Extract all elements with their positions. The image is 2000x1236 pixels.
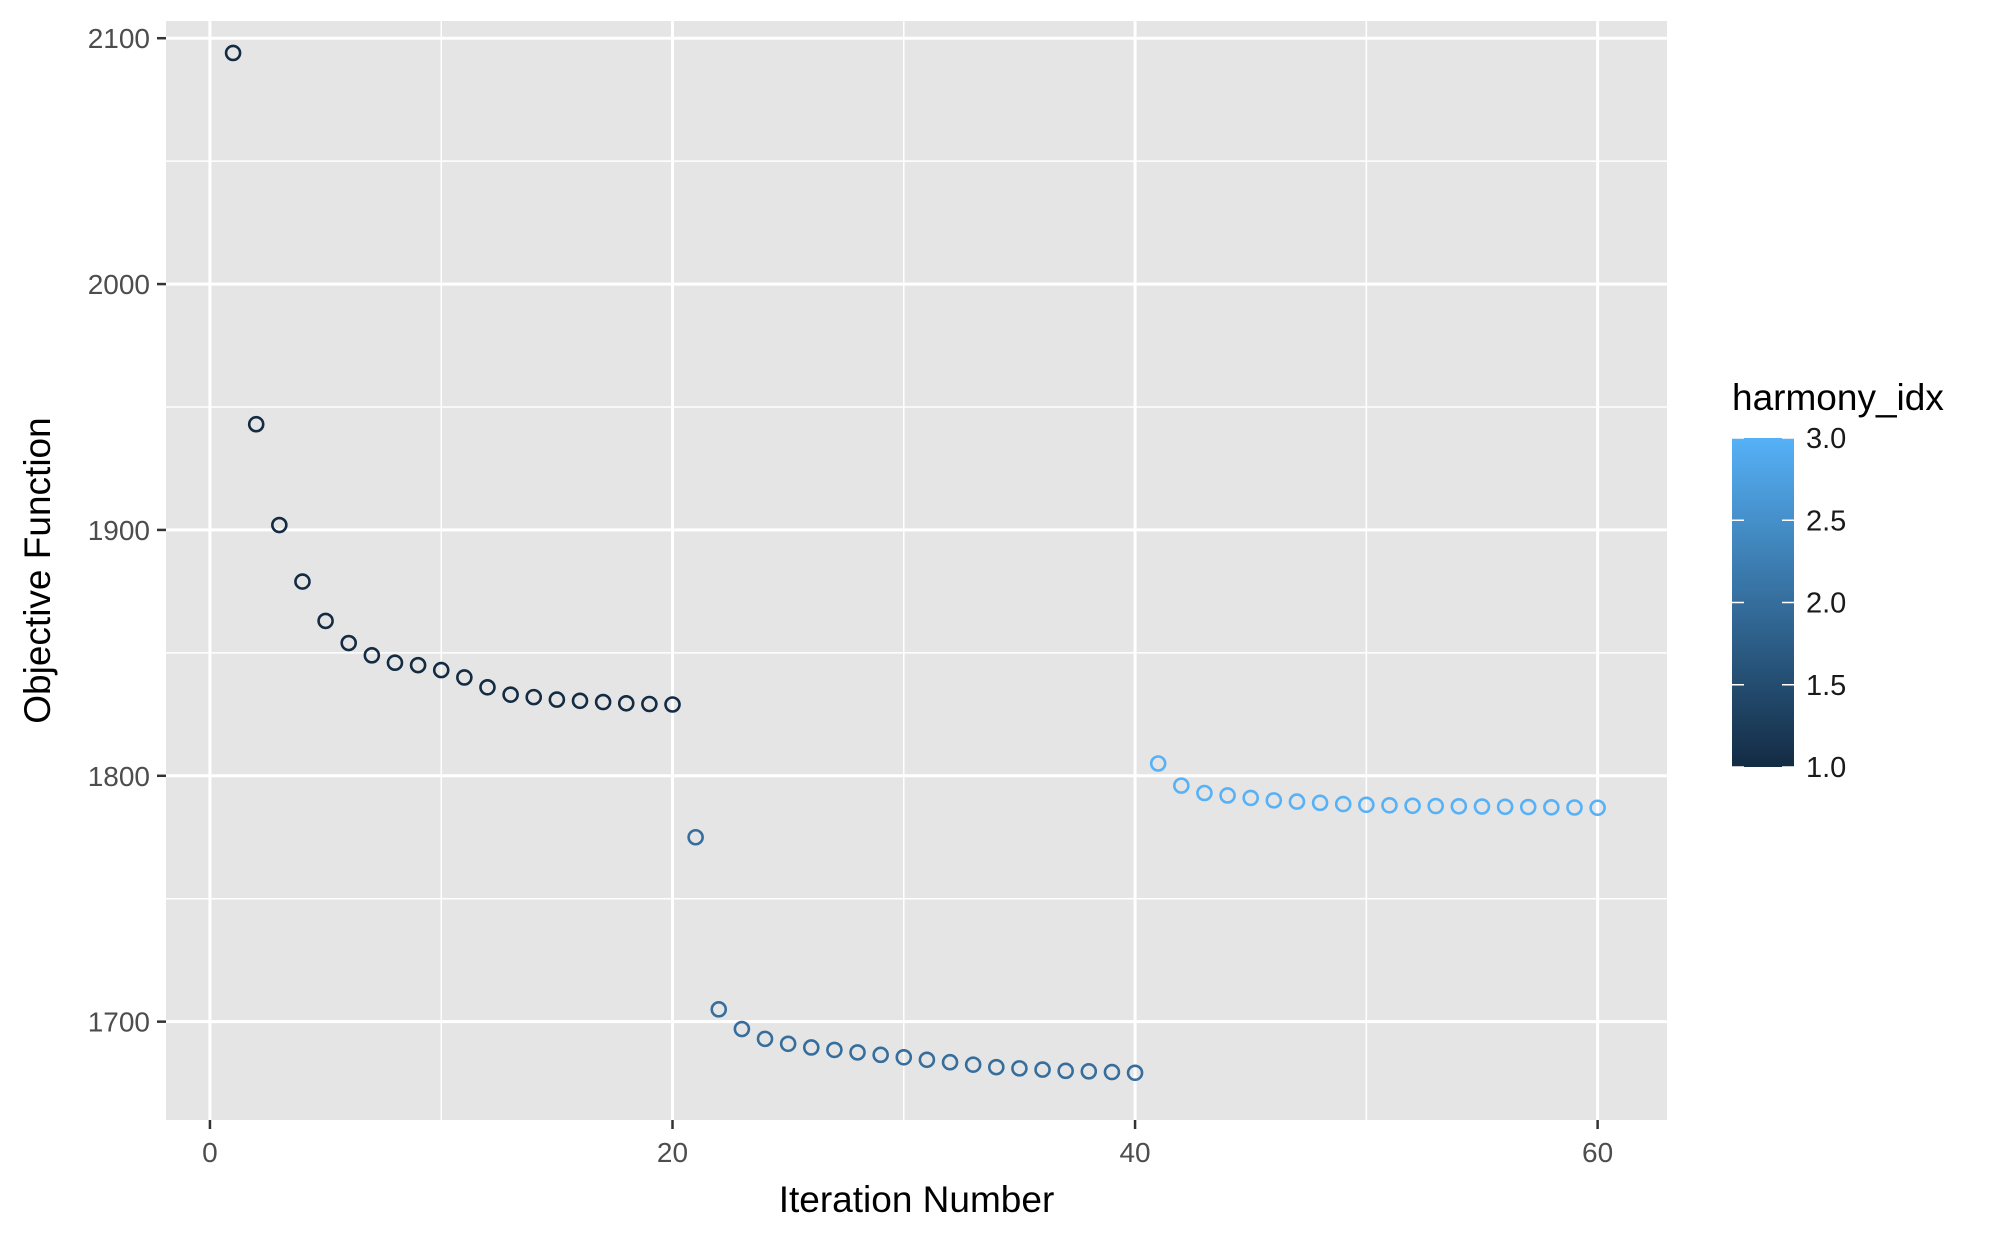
data-point [1103,1063,1121,1081]
data-point [1496,798,1514,816]
colorbar-label: 2.0 [1806,588,1846,620]
x-axis: 0 20 40 60 [202,1120,1613,1168]
data-point [1196,784,1213,802]
y-tick-label: 1900 [88,515,150,546]
data-point [1589,799,1606,817]
x-tick-label: 40 [1119,1137,1150,1168]
data-point [941,1053,959,1071]
minor-grid [166,21,1667,1120]
data-point [1473,798,1491,815]
data-point [456,669,473,686]
data-point [1080,1063,1098,1080]
data-point [1566,799,1583,816]
data-points [224,44,1606,1082]
colorbar-legend: harmony_idx 1.0 1.5 2.0 2.5 3.0 [1732,377,1944,784]
data-point [872,1046,889,1064]
y-axis: 1700 1800 1900 2000 2100 [88,23,166,1038]
data-point [1288,793,1306,810]
y-tick-label: 2100 [88,23,150,54]
data-point [1173,777,1190,794]
data-point [710,1001,728,1018]
data-point [1358,796,1375,814]
x-tick-label: 0 [202,1137,218,1168]
data-point [895,1049,913,1066]
colorbar-label: 1.0 [1806,752,1846,784]
data-point [1219,787,1236,804]
data-point [409,656,427,674]
data-point [1011,1060,1028,1077]
colorbar-label: 2.5 [1806,505,1846,537]
plot-panel [166,21,1667,1120]
data-point [617,694,635,712]
data-point [733,1020,751,1038]
data-point [664,696,681,713]
data-point [294,573,311,590]
data-point [340,634,358,652]
data-point [849,1044,866,1061]
data-point [594,693,612,711]
major-grid [166,21,1667,1120]
data-point [687,828,704,846]
data-point [1242,789,1259,807]
data-point [826,1041,843,1059]
data-point [1381,796,1398,814]
data-point [802,1039,820,1056]
data-point [548,691,566,708]
colorbar-label: 3.0 [1806,423,1846,455]
data-point [1427,797,1445,815]
data-point [1450,797,1468,815]
data-point [1126,1064,1144,1082]
data-point [1334,795,1352,813]
data-point [571,692,589,710]
data-point [432,661,450,679]
data-point [317,612,334,630]
y-tick-label: 1700 [88,1007,150,1038]
data-point [641,695,658,713]
colorbar-label: 1.5 [1806,670,1846,702]
data-point [987,1058,1005,1076]
x-axis-title: Iteration Number [779,1179,1055,1220]
data-point [247,415,265,433]
data-point [1265,792,1283,809]
data-point [386,654,404,671]
colorbar-ticks: 1.0 1.5 2.0 2.5 3.0 [1732,423,1846,784]
x-tick-label: 20 [657,1137,688,1168]
data-point [1404,797,1421,815]
y-axis-title: Objective Function [17,417,58,723]
data-point [363,647,381,664]
data-point [779,1035,797,1053]
data-point [479,678,496,696]
data-point [756,1030,774,1048]
data-point [1543,798,1560,816]
data-point [1519,798,1537,816]
data-point [964,1056,982,1073]
y-tick-label: 2000 [88,269,150,300]
y-tick-label: 1800 [88,761,150,792]
data-point [1057,1062,1074,1080]
data-point [1149,755,1167,772]
data-point [1034,1061,1051,1078]
data-point [271,516,288,534]
data-point [224,44,242,62]
data-point [525,688,543,706]
legend-title: harmony_idx [1732,377,1944,418]
data-point [1311,794,1329,812]
x-tick-label: 60 [1582,1137,1613,1168]
data-point [918,1051,936,1069]
data-point [502,686,519,703]
